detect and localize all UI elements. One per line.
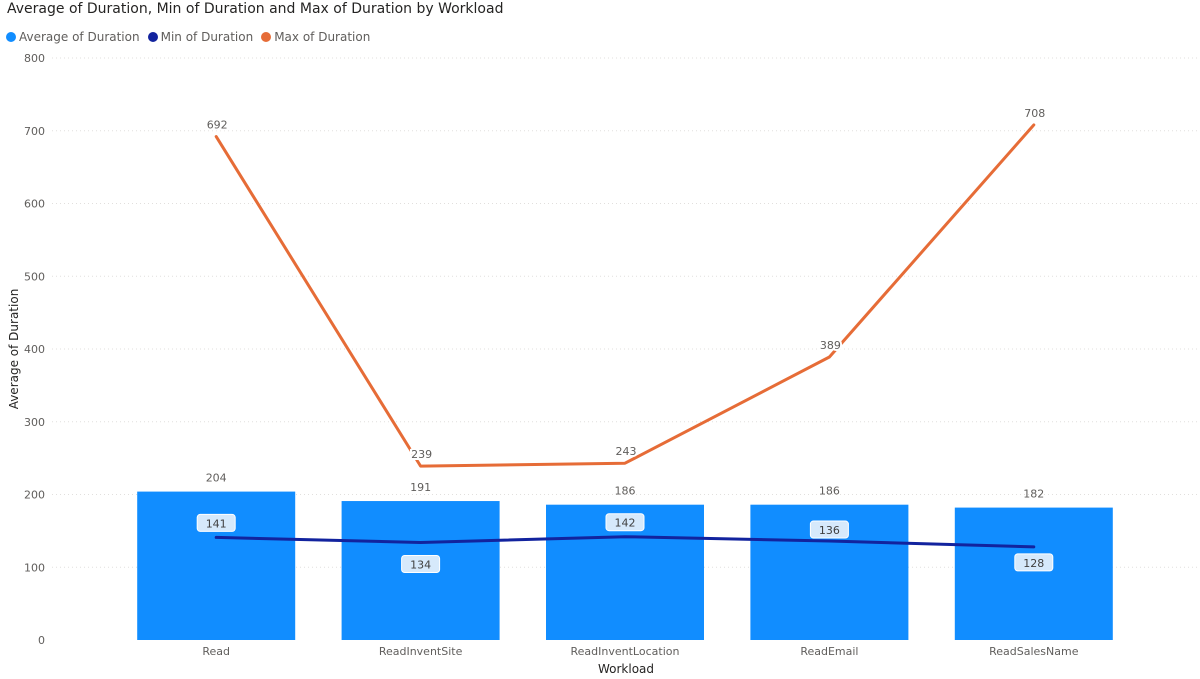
x-tick-label: Read bbox=[202, 645, 230, 658]
y-tick-label: 800 bbox=[24, 52, 45, 65]
y-tick-label: 600 bbox=[24, 198, 45, 211]
y-tick-label: 200 bbox=[24, 489, 45, 502]
y-axis-title: Average of Duration bbox=[7, 289, 21, 410]
x-axis: Read ReadInventSite ReadInventLocation Read… bbox=[202, 645, 1078, 658]
min-label-box bbox=[605, 513, 645, 532]
y-tick-label: 300 bbox=[24, 416, 45, 429]
min-label-box bbox=[809, 520, 849, 539]
bar bbox=[137, 491, 296, 640]
x-tick-label: ReadInventLocation bbox=[571, 645, 680, 658]
legend-item-average[interactable]: Average of Duration bbox=[6, 30, 140, 44]
y-tick-label: 500 bbox=[24, 270, 45, 283]
y-tick-label: 100 bbox=[24, 561, 45, 574]
legend-average-label: Average of Duration bbox=[19, 30, 140, 44]
min-data-label: 134 bbox=[410, 559, 431, 572]
max-line bbox=[214, 123, 1036, 468]
max-data-label: 389 bbox=[820, 339, 841, 352]
bar-data-label: 186 bbox=[819, 485, 840, 498]
legend-max-label: Max of Duration bbox=[274, 30, 371, 44]
max-data-label: 239 bbox=[411, 448, 432, 461]
max-data-label: 692 bbox=[207, 119, 228, 132]
x-tick-label: ReadInventSite bbox=[379, 645, 463, 658]
x-tick-label: ReadEmail bbox=[800, 645, 858, 658]
min-label-box bbox=[196, 513, 236, 532]
y-tick-label: 700 bbox=[24, 125, 45, 138]
y-axis: 0 100 200 300 400 500 600 700 800 bbox=[24, 52, 45, 647]
bar-data-label: 186 bbox=[615, 485, 636, 498]
min-label-box bbox=[1014, 553, 1054, 572]
x-tick-label: ReadSalesName bbox=[989, 645, 1079, 658]
data-labels: 204 191 186 186 182 141 134 142 136 128 692 239 243 3… bbox=[196, 105, 1054, 574]
legend-item-min[interactable]: Min of Duration bbox=[147, 30, 254, 44]
max-data-label: 708 bbox=[1024, 107, 1045, 120]
legend-max-marker bbox=[261, 32, 272, 42]
y-tick-label: 400 bbox=[24, 343, 45, 356]
min-data-label: 142 bbox=[615, 517, 636, 530]
legend-min-marker bbox=[147, 32, 158, 42]
max-data-label: 243 bbox=[616, 445, 637, 458]
legend: Average of Duration Min of Duration Max … bbox=[6, 29, 378, 45]
y-tick-label: 0 bbox=[38, 634, 45, 647]
min-data-label: 128 bbox=[1023, 557, 1044, 570]
chart-title: Average of Duration, Min of Duration and… bbox=[7, 1, 504, 17]
bar-data-label: 204 bbox=[206, 472, 227, 485]
min-line bbox=[214, 535, 1036, 549]
legend-min-label: Min of Duration bbox=[160, 30, 254, 44]
min-data-label: 141 bbox=[206, 517, 227, 530]
bar-data-label: 191 bbox=[410, 481, 431, 494]
min-label-box bbox=[401, 555, 441, 574]
x-axis-title: Workload bbox=[598, 662, 654, 676]
legend-average-marker bbox=[6, 32, 16, 42]
lines bbox=[214, 123, 1036, 549]
legend-item-max[interactable]: Max of Duration bbox=[261, 30, 370, 44]
bar bbox=[954, 507, 1113, 640]
min-data-label: 136 bbox=[819, 524, 840, 537]
bar-data-label: 182 bbox=[1023, 488, 1044, 501]
